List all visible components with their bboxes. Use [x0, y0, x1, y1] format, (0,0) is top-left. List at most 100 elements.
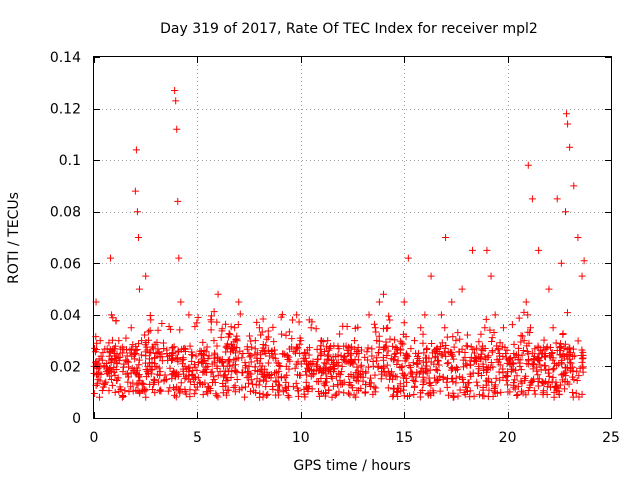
background-point [222, 343, 230, 351]
background-point [354, 370, 362, 378]
background-point [207, 316, 215, 324]
data-point [293, 311, 301, 319]
data-point [174, 197, 182, 205]
background-point [224, 376, 232, 384]
background-point [511, 376, 519, 384]
background-point [464, 388, 472, 396]
background-point [213, 342, 221, 350]
y-tick-label: 0.1 [59, 153, 81, 169]
background-point [213, 392, 221, 400]
background-point [322, 378, 330, 386]
background-point [176, 389, 184, 397]
background-point [309, 370, 317, 378]
background-point [394, 357, 402, 365]
data-point [262, 342, 270, 350]
background-point [363, 348, 371, 356]
background-point [315, 367, 323, 375]
x-tick-label: 20 [499, 430, 517, 446]
background-point [243, 374, 251, 382]
background-point [444, 359, 452, 367]
background-point [449, 333, 457, 341]
background-point [278, 311, 286, 319]
background-point [543, 383, 551, 391]
background-point [209, 373, 217, 381]
background-point [453, 365, 461, 373]
background-point [156, 353, 164, 361]
background-point [403, 378, 411, 386]
background-point [180, 345, 188, 353]
background-point [488, 348, 496, 356]
background-point [221, 367, 229, 375]
data-point [570, 182, 578, 190]
background-point [242, 362, 250, 370]
background-point [142, 393, 150, 401]
background-point [203, 388, 211, 396]
background-point [400, 392, 408, 400]
background-point [399, 330, 407, 338]
background-point [235, 386, 243, 394]
background-point [469, 369, 477, 377]
data-point [99, 383, 107, 391]
background-point [450, 355, 458, 363]
background-point [373, 354, 381, 362]
background-point [551, 383, 559, 391]
background-point [173, 355, 181, 363]
data-point [132, 146, 140, 154]
background-point [464, 379, 472, 387]
background-point [179, 354, 187, 362]
background-point [542, 378, 550, 386]
background-point [214, 354, 222, 362]
background-point [108, 336, 116, 344]
background-points [90, 308, 587, 401]
background-point [552, 339, 560, 347]
background-point [117, 385, 125, 393]
background-point [479, 392, 487, 400]
background-point [459, 356, 467, 364]
background-point [546, 351, 554, 359]
background-point [513, 372, 521, 380]
data-point [563, 110, 571, 118]
background-point [578, 390, 586, 398]
background-point [330, 367, 338, 375]
background-point [217, 333, 225, 341]
background-point [186, 364, 194, 372]
background-point [245, 332, 253, 340]
background-point [208, 312, 216, 320]
background-point [438, 351, 446, 359]
background-point [110, 368, 118, 376]
background-point [284, 355, 292, 363]
data-point [172, 97, 180, 105]
background-point [441, 344, 449, 352]
background-point [320, 359, 328, 367]
background-point [250, 387, 258, 395]
background-point [416, 393, 424, 401]
background-point [234, 321, 242, 329]
background-point [337, 352, 345, 360]
background-point [560, 385, 568, 393]
background-point [258, 328, 266, 336]
background-point [495, 368, 503, 376]
background-point [313, 345, 321, 353]
background-point [256, 351, 264, 359]
background-point [273, 359, 281, 367]
data-point [442, 234, 450, 241]
background-point [367, 379, 375, 387]
background-point [154, 326, 162, 334]
background-point [257, 331, 265, 339]
background-point [185, 311, 193, 319]
background-point [149, 380, 157, 388]
background-point [274, 386, 282, 394]
background-point [369, 390, 377, 398]
background-point [569, 345, 577, 353]
background-point [459, 378, 467, 386]
data-point [578, 272, 586, 280]
data-point [458, 285, 466, 293]
background-point [164, 387, 172, 395]
data-point [541, 350, 549, 358]
background-point [121, 387, 129, 395]
background-point [208, 379, 216, 387]
background-point [364, 344, 372, 352]
background-point [452, 366, 460, 374]
background-point [556, 381, 564, 389]
background-point [102, 378, 110, 386]
